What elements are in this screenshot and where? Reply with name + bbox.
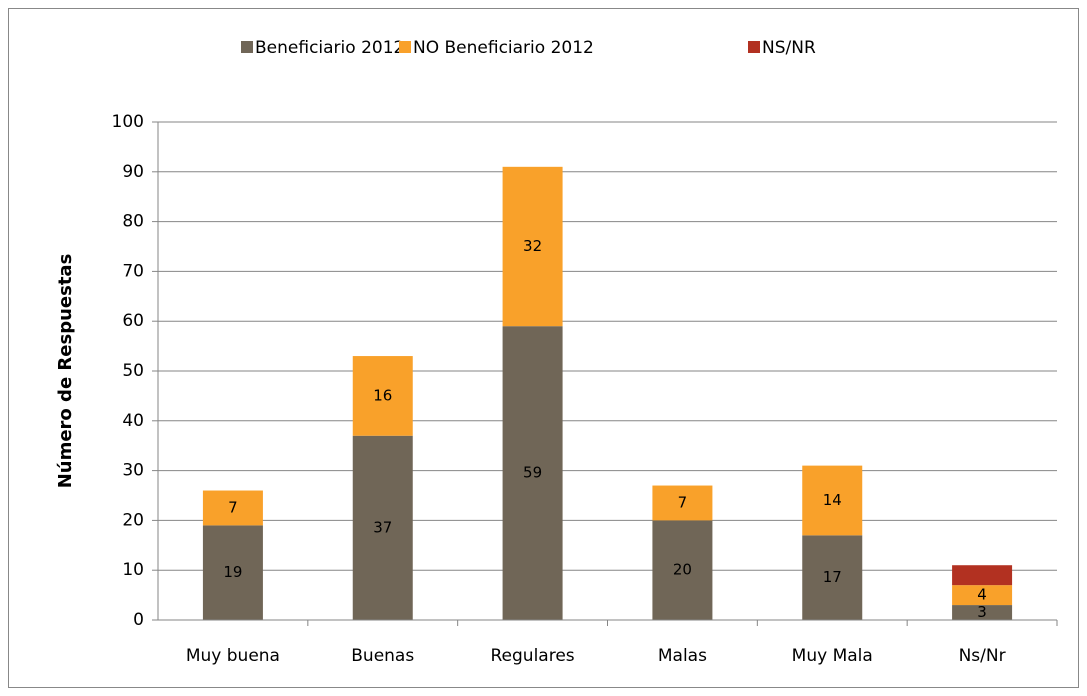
- bar-segment: [802, 535, 863, 620]
- data-label: 32: [523, 237, 542, 255]
- data-label: 16: [373, 386, 392, 404]
- data-label: 37: [373, 518, 392, 536]
- y-tick-label: 40: [122, 411, 144, 431]
- data-label: 19: [223, 563, 242, 581]
- legend-label: Beneficiario 2012: [255, 38, 404, 58]
- bar-segment: [502, 166, 563, 327]
- x-tick-label: Muy buena: [186, 646, 280, 666]
- x-tick-label: Regulares: [491, 646, 575, 666]
- y-tick-label: 50: [122, 361, 144, 381]
- x-tick-label: Malas: [658, 646, 707, 666]
- bar-segment: [202, 525, 263, 620]
- data-label: 4: [977, 586, 987, 604]
- bar-segment: [802, 465, 863, 536]
- bar-segment: [652, 520, 713, 620]
- y-tick-label: 60: [122, 311, 144, 331]
- data-label: 20: [673, 561, 692, 579]
- data-label: 14: [823, 491, 842, 509]
- y-tick-label: 20: [122, 510, 144, 530]
- bar-segment: [952, 565, 1013, 586]
- y-tick-label: 10: [122, 560, 144, 580]
- legend-swatch: [748, 41, 760, 53]
- legend-swatch: [399, 41, 411, 53]
- y-tick-label: 0: [133, 610, 144, 630]
- bar-segment: [352, 356, 413, 436]
- bar-segment: [352, 435, 413, 620]
- bar-segment: [502, 326, 563, 620]
- x-tick-label: Buenas: [351, 646, 414, 666]
- data-label: 3: [977, 603, 987, 621]
- y-tick-label: 70: [122, 261, 144, 281]
- bar-segment: [652, 485, 713, 521]
- bar-segment: [952, 585, 1013, 606]
- legend-label: NO Beneficiario 2012: [413, 38, 594, 58]
- data-label: 17: [823, 568, 842, 586]
- y-tick-label: 80: [122, 212, 144, 232]
- data-label: 7: [228, 498, 238, 516]
- data-label: 59: [523, 464, 542, 482]
- bar-segment: [952, 605, 1013, 620]
- x-tick-label: Ns/Nr: [959, 646, 1006, 666]
- y-axis-title: Número de Respuestas: [55, 254, 76, 489]
- y-tick-label: 100: [112, 112, 144, 132]
- data-label: 7: [678, 493, 688, 511]
- bar-segment: [202, 490, 263, 526]
- legend-label: NS/NR: [762, 38, 816, 58]
- y-tick-label: 90: [122, 162, 144, 182]
- legend-swatch: [241, 41, 253, 53]
- y-tick-label: 30: [122, 461, 144, 481]
- x-tick-label: Muy Mala: [792, 646, 873, 666]
